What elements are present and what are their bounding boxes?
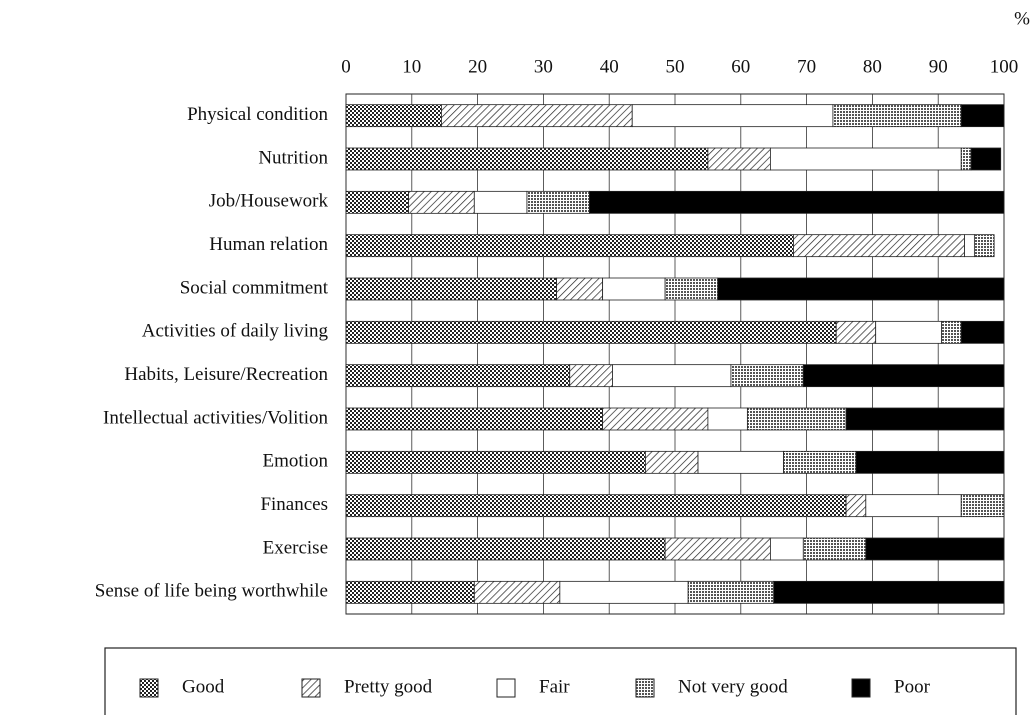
y-tick-label: Habits, Leisure/Recreation [124,364,328,385]
bar-segment [770,537,804,561]
x-tick-label: 90 [929,56,948,77]
legend-swatch [635,678,655,698]
legend-label: Pretty good [344,676,433,697]
bar-segment [345,320,837,344]
bar-segment [970,147,1002,171]
legend-label: Good [182,676,225,697]
x-tick-label: 0 [341,56,351,77]
bar-segment [556,277,604,301]
bar-segment [845,494,867,518]
bar-segment [964,234,975,258]
legend-swatch [139,678,159,698]
bar-segment [687,580,775,604]
legend-swatch [496,678,516,698]
x-tick-label: 30 [534,56,553,77]
bar-segment [473,190,528,214]
x-tick-label: 70 [797,56,816,77]
bar-segment [865,494,962,518]
x-tick-label: 40 [600,56,619,77]
bar-segment [602,277,666,301]
x-tick-label: 20 [468,56,487,77]
bar-segment [707,147,771,171]
bar-segment [612,364,732,388]
bar-segment [697,450,784,474]
y-tick-label: Activities of daily living [142,321,329,342]
bar-segment [707,407,748,431]
y-tick-label: Physical condition [187,104,328,125]
x-tick-label: 50 [666,56,685,77]
bar-segment [345,537,666,561]
bar-segment [960,147,972,171]
bar-segment [559,580,689,604]
bar-segment [802,537,867,561]
y-tick-label: Nutrition [258,147,328,168]
bar-segment [773,580,1005,604]
bar-segment [664,537,771,561]
legend-swatch [301,678,321,698]
bar-segment [345,190,409,214]
bar-segment [526,190,590,214]
legend-swatch [851,678,871,698]
bar-segment [345,450,646,474]
bar-segment [746,407,847,431]
bar-segment [865,537,1005,561]
legend-label: Not very good [678,676,788,697]
y-tick-label: Exercise [263,537,328,558]
bar-segment [345,580,475,604]
bar-segment [941,320,962,344]
y-tick-label: Emotion [263,451,329,472]
y-tick-label: Intellectual activities/Volition [103,407,328,428]
bar-segment [835,320,877,344]
bar-segment [793,234,965,258]
bar-segment [345,277,557,301]
bar-segment [960,494,1005,518]
bar-segment [960,320,1005,344]
y-tick-label: Social commitment [180,277,329,298]
bar-segment [345,364,571,388]
bar-segment [473,580,561,604]
bar-segment [973,234,995,258]
legend-label: Fair [539,676,570,697]
bar-segment [832,104,962,128]
bar-segment [441,104,633,128]
x-tick-label: 100 [990,56,1019,77]
bar-segment [408,190,475,214]
axis-unit: % [1014,8,1030,29]
legend-label: Poor [894,676,931,697]
x-tick-label: 10 [402,56,421,77]
bar-segment [802,364,1005,388]
x-tick-label: 80 [863,56,882,77]
bar-segment [602,407,709,431]
y-tick-label: Sense of life being worthwhile [95,581,328,602]
bar-segment [345,407,604,431]
bar-segment [664,277,719,301]
bar-segment [875,320,942,344]
bar-segment [345,234,794,258]
bar-segment [631,104,834,128]
y-tick-label: Finances [260,494,328,515]
bar-segment [855,450,1005,474]
bar-segment [717,277,1005,301]
bar-segment [783,450,857,474]
bar-segment [960,104,1005,128]
bar-segment [730,364,804,388]
y-tick-label: Job/Housework [209,191,329,212]
x-tick-label: 60 [731,56,750,77]
bar-segment [345,104,442,128]
y-tick-label: Human relation [209,234,328,255]
bar-segment [589,190,1005,214]
bar-segment [845,407,1005,431]
legend-frame [104,647,1017,715]
bar-segment [770,147,962,171]
bar-segment [569,364,613,388]
bar-segment [644,450,699,474]
bar-segment [345,147,709,171]
bar-segment [345,494,847,518]
